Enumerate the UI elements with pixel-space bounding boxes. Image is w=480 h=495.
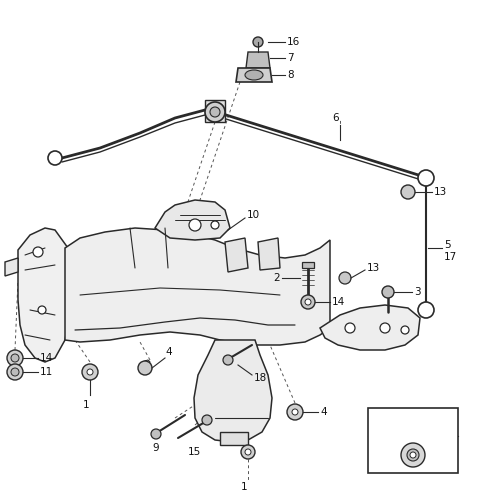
Text: 11: 11 <box>40 367 53 377</box>
Circle shape <box>382 286 394 298</box>
Ellipse shape <box>245 70 263 80</box>
Polygon shape <box>246 52 270 68</box>
Circle shape <box>380 323 390 333</box>
Circle shape <box>241 445 255 459</box>
Text: 1: 1 <box>83 400 89 410</box>
Polygon shape <box>194 340 272 442</box>
Text: 17: 17 <box>444 252 457 262</box>
Circle shape <box>418 170 434 186</box>
Circle shape <box>401 326 409 334</box>
Circle shape <box>202 415 212 425</box>
Circle shape <box>301 295 315 309</box>
Polygon shape <box>18 228 72 362</box>
Text: 9: 9 <box>152 443 158 453</box>
Text: 8: 8 <box>287 70 294 80</box>
Circle shape <box>151 429 161 439</box>
Text: 15: 15 <box>188 447 201 457</box>
Circle shape <box>401 185 415 199</box>
Circle shape <box>7 364 23 380</box>
Circle shape <box>7 350 23 366</box>
Text: 3: 3 <box>414 287 420 297</box>
Circle shape <box>82 364 98 380</box>
Circle shape <box>287 404 303 420</box>
Text: 12: 12 <box>405 415 421 429</box>
Circle shape <box>418 302 434 318</box>
Circle shape <box>33 247 43 257</box>
Polygon shape <box>225 238 248 272</box>
Polygon shape <box>320 305 420 350</box>
Circle shape <box>138 361 152 375</box>
Text: 16: 16 <box>287 37 300 47</box>
Text: 4: 4 <box>165 347 172 357</box>
Text: 2: 2 <box>274 273 280 283</box>
Circle shape <box>205 102 225 122</box>
Circle shape <box>87 369 93 375</box>
Polygon shape <box>5 258 18 276</box>
Text: 14: 14 <box>332 297 345 307</box>
Polygon shape <box>258 238 280 270</box>
Text: 18: 18 <box>254 373 267 383</box>
Circle shape <box>189 219 201 231</box>
Circle shape <box>11 354 19 362</box>
Text: 6: 6 <box>333 113 339 123</box>
Circle shape <box>38 306 46 314</box>
Circle shape <box>292 409 298 415</box>
Circle shape <box>253 37 263 47</box>
Circle shape <box>339 272 351 284</box>
Circle shape <box>11 368 19 376</box>
Text: 10: 10 <box>247 210 260 220</box>
Polygon shape <box>220 432 248 445</box>
Text: 4: 4 <box>320 407 326 417</box>
Circle shape <box>410 452 416 458</box>
Circle shape <box>345 323 355 333</box>
Bar <box>368 408 458 473</box>
Circle shape <box>210 107 220 117</box>
Text: 5: 5 <box>444 240 451 250</box>
Text: 13: 13 <box>434 187 447 197</box>
Polygon shape <box>236 68 272 82</box>
Circle shape <box>223 355 233 365</box>
Polygon shape <box>155 200 230 240</box>
Polygon shape <box>302 262 314 268</box>
Text: 13: 13 <box>367 263 380 273</box>
Text: 14: 14 <box>40 353 53 363</box>
Polygon shape <box>65 228 330 345</box>
Polygon shape <box>205 100 225 122</box>
Circle shape <box>305 299 311 305</box>
Text: 1: 1 <box>240 482 247 492</box>
Circle shape <box>245 449 251 455</box>
Text: 7: 7 <box>287 53 294 63</box>
Circle shape <box>401 443 425 467</box>
Circle shape <box>407 449 419 461</box>
Circle shape <box>48 151 62 165</box>
Circle shape <box>211 221 219 229</box>
